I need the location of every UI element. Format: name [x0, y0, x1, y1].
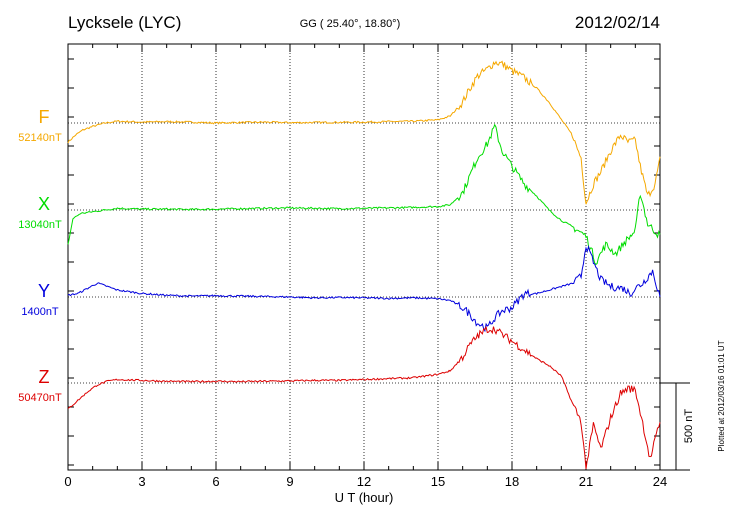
series-baseline-f: 52140nT	[18, 132, 62, 144]
x-tick-label: 9	[286, 474, 293, 489]
series-line-x	[67, 123, 661, 266]
series-layer	[67, 60, 661, 470]
x-tick-label: 0	[64, 474, 71, 489]
series-name-z: Z	[39, 367, 50, 387]
x-tick-label: 3	[138, 474, 145, 489]
series-line-f	[67, 60, 661, 205]
tick-marks: 0 3 6 9 12 15 18 21 24	[64, 44, 667, 489]
date-label: 2012/02/14	[575, 13, 660, 32]
x-tick-label: 21	[579, 474, 593, 489]
grid-lines	[68, 44, 660, 470]
scale-bar: 500 nT	[660, 382, 695, 471]
series-name-x: X	[38, 194, 50, 214]
x-tick-label: 15	[431, 474, 445, 489]
x-tick-label: 24	[653, 474, 667, 489]
x-tick-label: 18	[505, 474, 519, 489]
series-line-y	[67, 244, 661, 333]
station-title: Lycksele (LYC)	[68, 13, 181, 32]
x-axis-label: U T (hour)	[335, 490, 394, 505]
series-line-z	[67, 325, 661, 470]
series-baseline-x: 13040nT	[18, 219, 62, 231]
x-tick-label: 12	[357, 474, 371, 489]
series-labels: F 52140nT X 13040nT Y 1400nT Z 50470nT	[18, 107, 62, 404]
series-baseline-z: 50470nT	[18, 392, 62, 404]
series-name-f: F	[39, 107, 50, 127]
scale-bar-label: 500 nT	[683, 409, 695, 444]
series-name-y: Y	[38, 281, 50, 301]
coordinate-label: GG ( 25.40°, 18.80°)	[300, 18, 401, 30]
x-tick-label: 6	[212, 474, 219, 489]
series-baseline-y: 1400nT	[21, 306, 59, 318]
plotted-timestamp: Plotted at 2012/03/16 01:01 UT	[717, 340, 726, 451]
